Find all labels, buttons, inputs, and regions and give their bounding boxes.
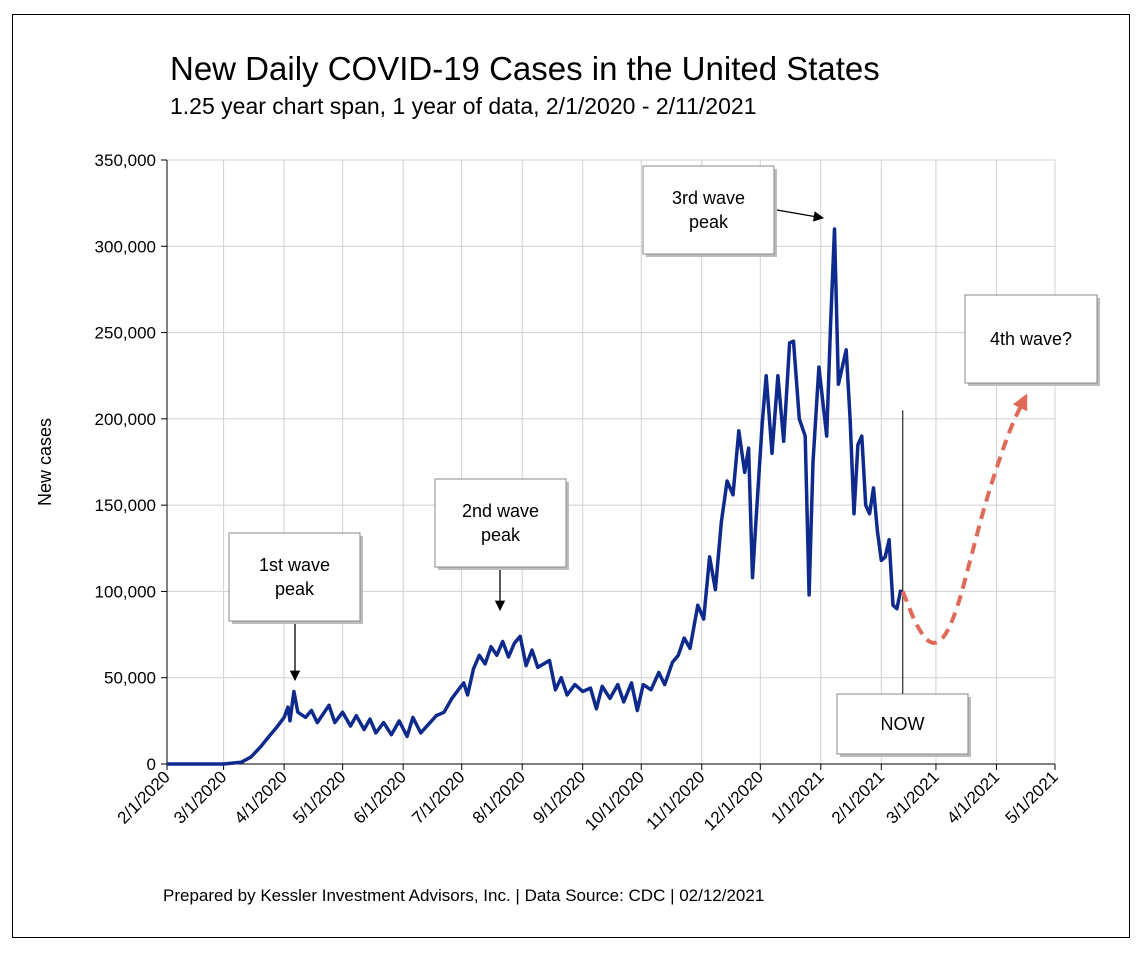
chart-frame (12, 14, 1130, 938)
x-tick-label: 6/1/2020 (350, 767, 410, 827)
x-tick-label: 3/1/2021 (883, 767, 943, 827)
annotation-box (434, 478, 567, 568)
annotation-text: peak (689, 212, 729, 232)
annotation-box (228, 532, 361, 622)
annotation-text: 2nd wave (462, 501, 539, 521)
x-tick-label: 2/1/2021 (828, 767, 888, 827)
y-tick-label: 350,000 (95, 151, 156, 170)
x-tick-label: 9/1/2020 (529, 767, 589, 827)
x-tick-label: 1/1/2021 (767, 767, 827, 827)
x-tick-label: 3/1/2020 (170, 767, 230, 827)
annotation-2nd-wave: 2nd wave peak (434, 478, 569, 612)
annotation-box (836, 693, 969, 755)
projection-line-4th-wave (900, 393, 1028, 645)
footer-source: Prepared by Kessler Investment Advisors,… (163, 886, 765, 905)
annotation-box (964, 294, 1098, 384)
annotation-text: peak (481, 525, 521, 545)
annotation-3rd-wave: 3rd wave peak (642, 165, 825, 257)
annotation-text: NOW (881, 714, 925, 734)
x-tick-label: 4/1/2020 (231, 767, 291, 827)
y-tick-label: 0 (147, 755, 156, 774)
chart-title: New Daily COVID-19 Cases in the United S… (170, 50, 880, 87)
y-tick-label: 250,000 (95, 324, 156, 343)
chart-subtitle: 1.25 year chart span, 1 year of data, 2/… (170, 93, 757, 119)
y-tick-label: 100,000 (95, 582, 156, 601)
x-tick-label: 5/1/2020 (289, 767, 349, 827)
x-tick-label: 5/1/2021 (1002, 767, 1062, 827)
y-tick-label: 200,000 (95, 410, 156, 429)
x-tick-label: 12/1/2020 (700, 767, 767, 834)
y-axis-label: New cases (35, 418, 55, 506)
series-line-new-cases (167, 227, 903, 766)
y-tick-label: 300,000 (95, 237, 156, 256)
x-tick-label: 11/1/2020 (643, 767, 709, 833)
annotation-box (642, 165, 775, 255)
annotation-text: 4th wave? (990, 329, 1072, 349)
x-tick-label: 8/1/2020 (469, 767, 529, 827)
annotation-text: 1st wave (259, 555, 330, 575)
x-tick-label: 2/1/2020 (114, 767, 174, 827)
annotation-text: 3rd wave (672, 188, 745, 208)
annotation-1st-wave: 1st wave peak (228, 532, 363, 682)
annotation-text: peak (275, 579, 315, 599)
annotation-now: NOW (836, 693, 971, 757)
x-tick-label: 7/1/2020 (408, 767, 468, 827)
x-tick-label: 4/1/2021 (943, 767, 1003, 827)
y-tick-label: 50,000 (104, 669, 156, 688)
y-tick-label: 150,000 (95, 496, 156, 515)
x-tick-label: 10/1/2020 (581, 767, 648, 834)
annotation-4th-wave: 4th wave? (964, 294, 1100, 386)
annotation-arrow (776, 209, 825, 222)
